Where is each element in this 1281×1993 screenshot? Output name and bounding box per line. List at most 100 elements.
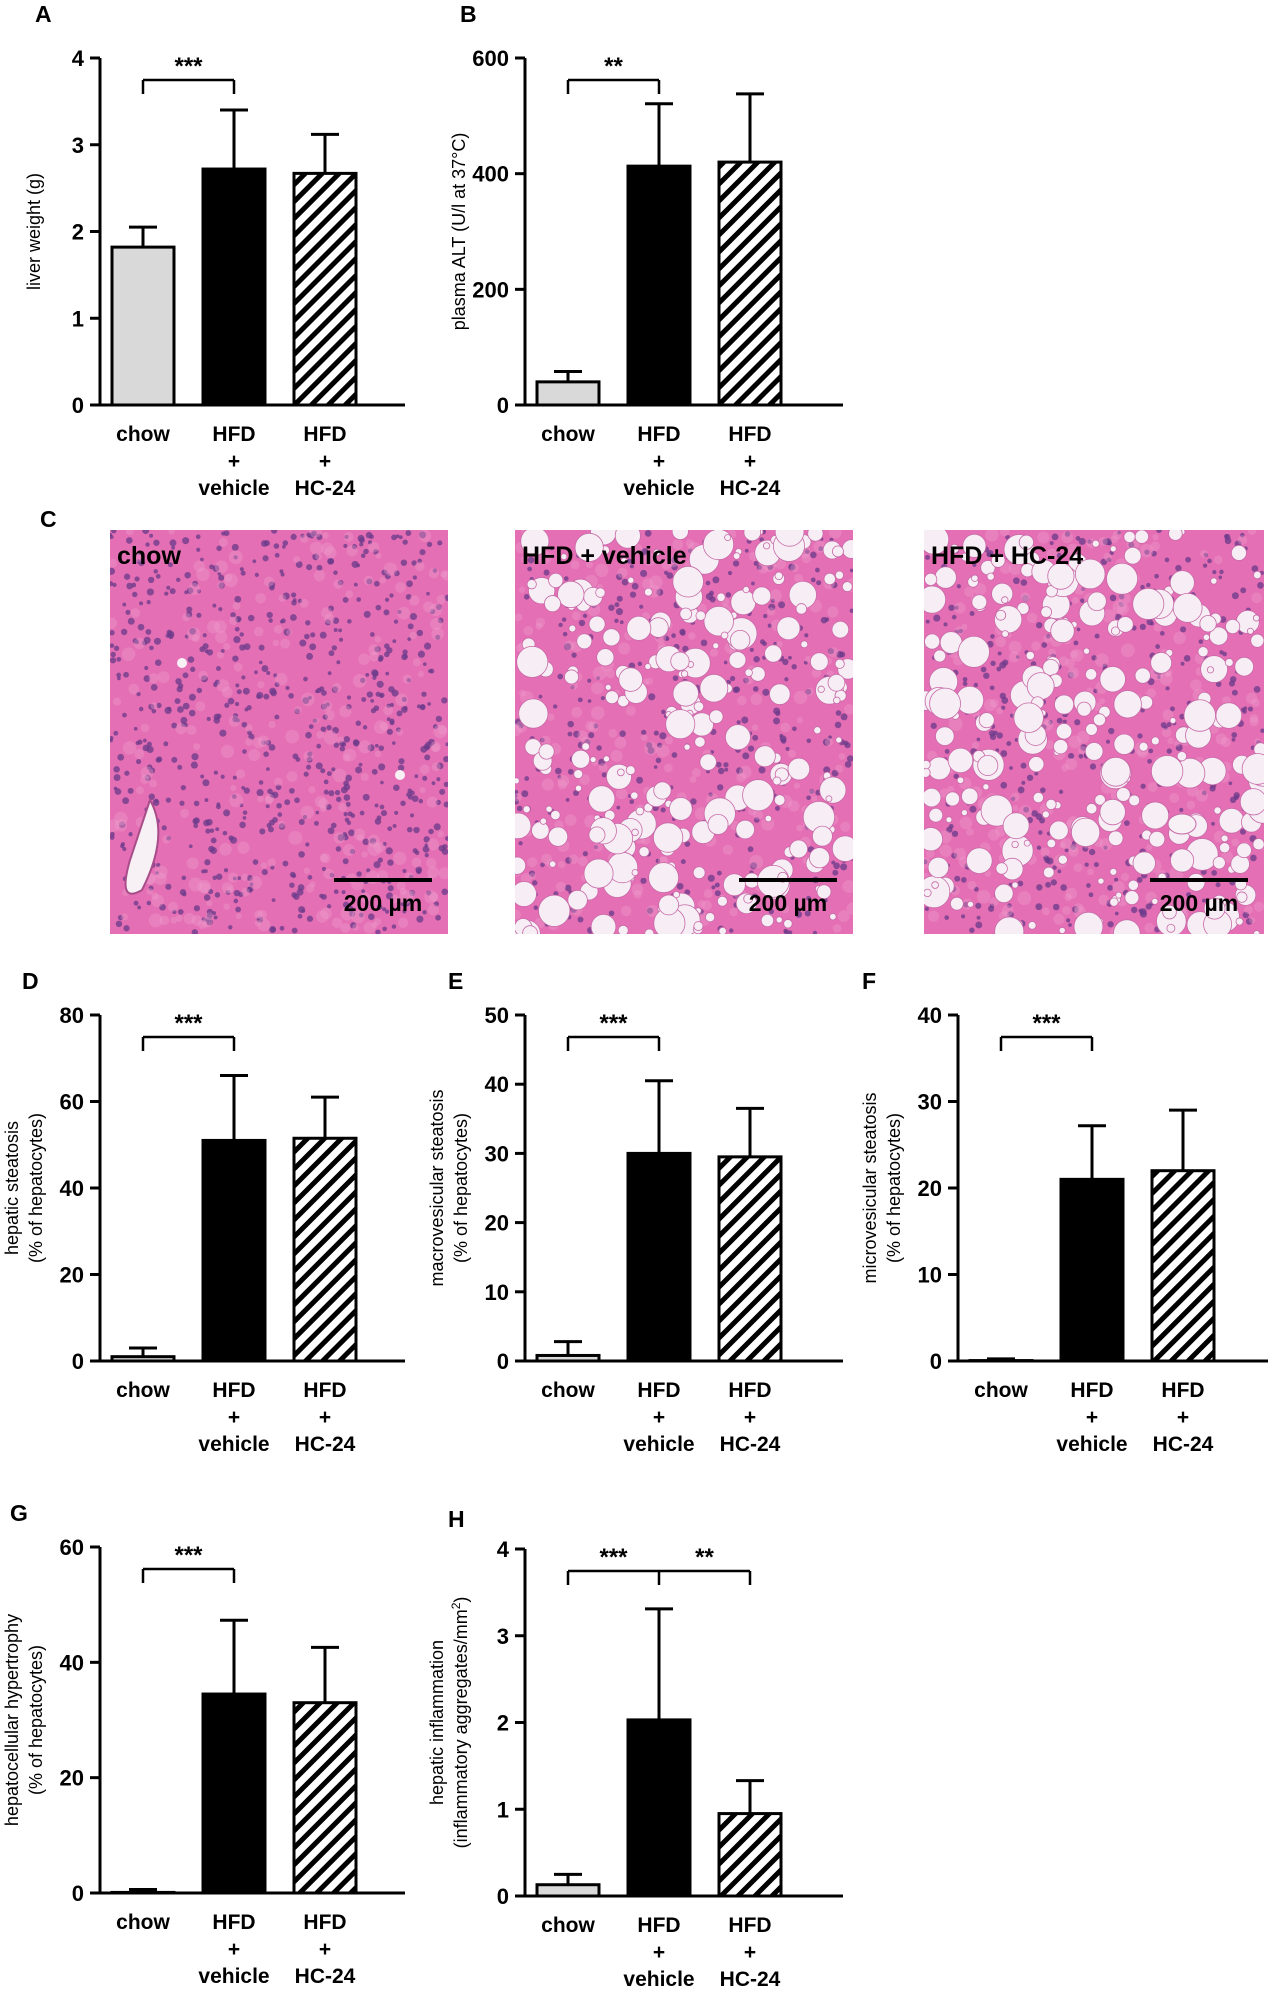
lipid-vacuole [1128,794,1141,807]
nucleus [849,568,853,573]
cytoplasm-texture [162,835,171,844]
cytoplasm-texture [1068,735,1082,749]
nucleus [1209,785,1216,792]
nucleus [370,632,375,637]
nucleus [436,777,441,782]
nucleus [958,628,964,634]
y-tick-label: 1 [497,1797,509,1822]
nucleus [377,654,384,661]
y-tick-label: 40 [918,1003,942,1028]
nucleus [389,720,395,726]
micrograph-title: HFD + HC-24 [931,542,1083,570]
cytoplasm-texture [412,658,421,667]
nucleus [1078,753,1084,759]
lipid-vacuole [1138,741,1149,752]
nucleus [758,766,766,774]
nucleus [346,905,354,913]
nucleus [206,649,214,656]
cytoplasm-texture [1110,535,1118,544]
nucleus [346,704,352,710]
nucleus [1250,854,1257,862]
nucleus [261,740,266,746]
nucleus [223,809,231,817]
nucleus [120,628,128,636]
cytoplasm-texture [645,677,653,686]
cytoplasm-texture [1008,640,1022,654]
cytoplasm-texture [1213,555,1223,565]
nucleus [773,717,781,725]
lipid-vacuole [626,615,652,641]
cytoplasm-texture [564,640,575,651]
nucleus [671,633,676,638]
nucleus [1107,921,1114,928]
nucleus [749,647,754,652]
nucleus [289,882,295,888]
nucleus [133,726,138,731]
cytoplasm-texture [661,560,672,570]
cytoplasm-texture [1022,594,1030,602]
panel-letter: F [862,968,876,994]
nucleus [1228,781,1233,786]
cytoplasm-texture [196,567,210,582]
vessel-lumen [177,658,187,668]
nucleus [1108,727,1115,735]
nucleus [710,750,715,754]
nucleus [321,866,327,872]
nucleus [401,696,407,702]
nucleus [1009,766,1013,770]
nucleus [265,804,270,809]
cytoplasm-texture [608,728,618,738]
lipid-vacuole [1085,723,1098,736]
nucleus [334,789,341,796]
nucleus [219,729,227,737]
lipid-vacuole [574,784,583,792]
nucleus [269,687,277,695]
cytoplasm-texture [321,542,334,555]
cytoplasm-texture [411,857,422,868]
y-tick-label: 2 [497,1711,509,1736]
lipid-vacuole [1087,591,1107,612]
nucleus [358,912,364,918]
lipid-vacuole [1151,897,1159,905]
nucleus [382,926,387,932]
nucleus [407,788,413,794]
nucleus [110,581,114,587]
cytoplasm-texture [272,639,280,647]
nucleus [305,620,311,626]
nucleus [1088,892,1094,898]
cytoplasm-texture [515,613,523,622]
cytoplasm-texture [541,778,554,791]
nucleus [1036,845,1042,850]
cytoplasm-texture [351,909,365,924]
lipid-vacuole [1239,788,1264,816]
lipid-vacuole [957,635,990,668]
nucleus [144,665,149,671]
nucleus [337,834,345,841]
nucleus [189,627,196,635]
x-tick-label: HFD + HC-24 [295,423,356,500]
y-tick-label: 3 [497,1624,509,1649]
cytoplasm-texture [1069,650,1078,659]
nucleus [386,647,393,654]
lipid-vacuole [606,763,632,790]
lipid-vacuole [1041,810,1050,819]
lipid-vacuole [735,819,755,840]
cytoplasm-texture [373,720,388,734]
cytoplasm-texture [274,777,283,787]
nucleus [717,784,724,791]
cytoplasm-texture [342,753,351,762]
nucleus [416,868,422,875]
lipid-vacuole [1197,646,1209,658]
lipid-vacuole [1001,630,1009,638]
nucleus [639,604,644,609]
x-tick-label: HFD + vehicle [623,423,694,500]
cytoplasm-texture [324,710,335,721]
nucleus [385,671,390,676]
cytoplasm-texture [320,907,332,920]
nucleus [267,788,273,795]
nucleus [1036,621,1043,629]
cytoplasm-texture [121,647,136,662]
nucleus [844,761,852,768]
cytoplasm-texture [691,768,701,778]
